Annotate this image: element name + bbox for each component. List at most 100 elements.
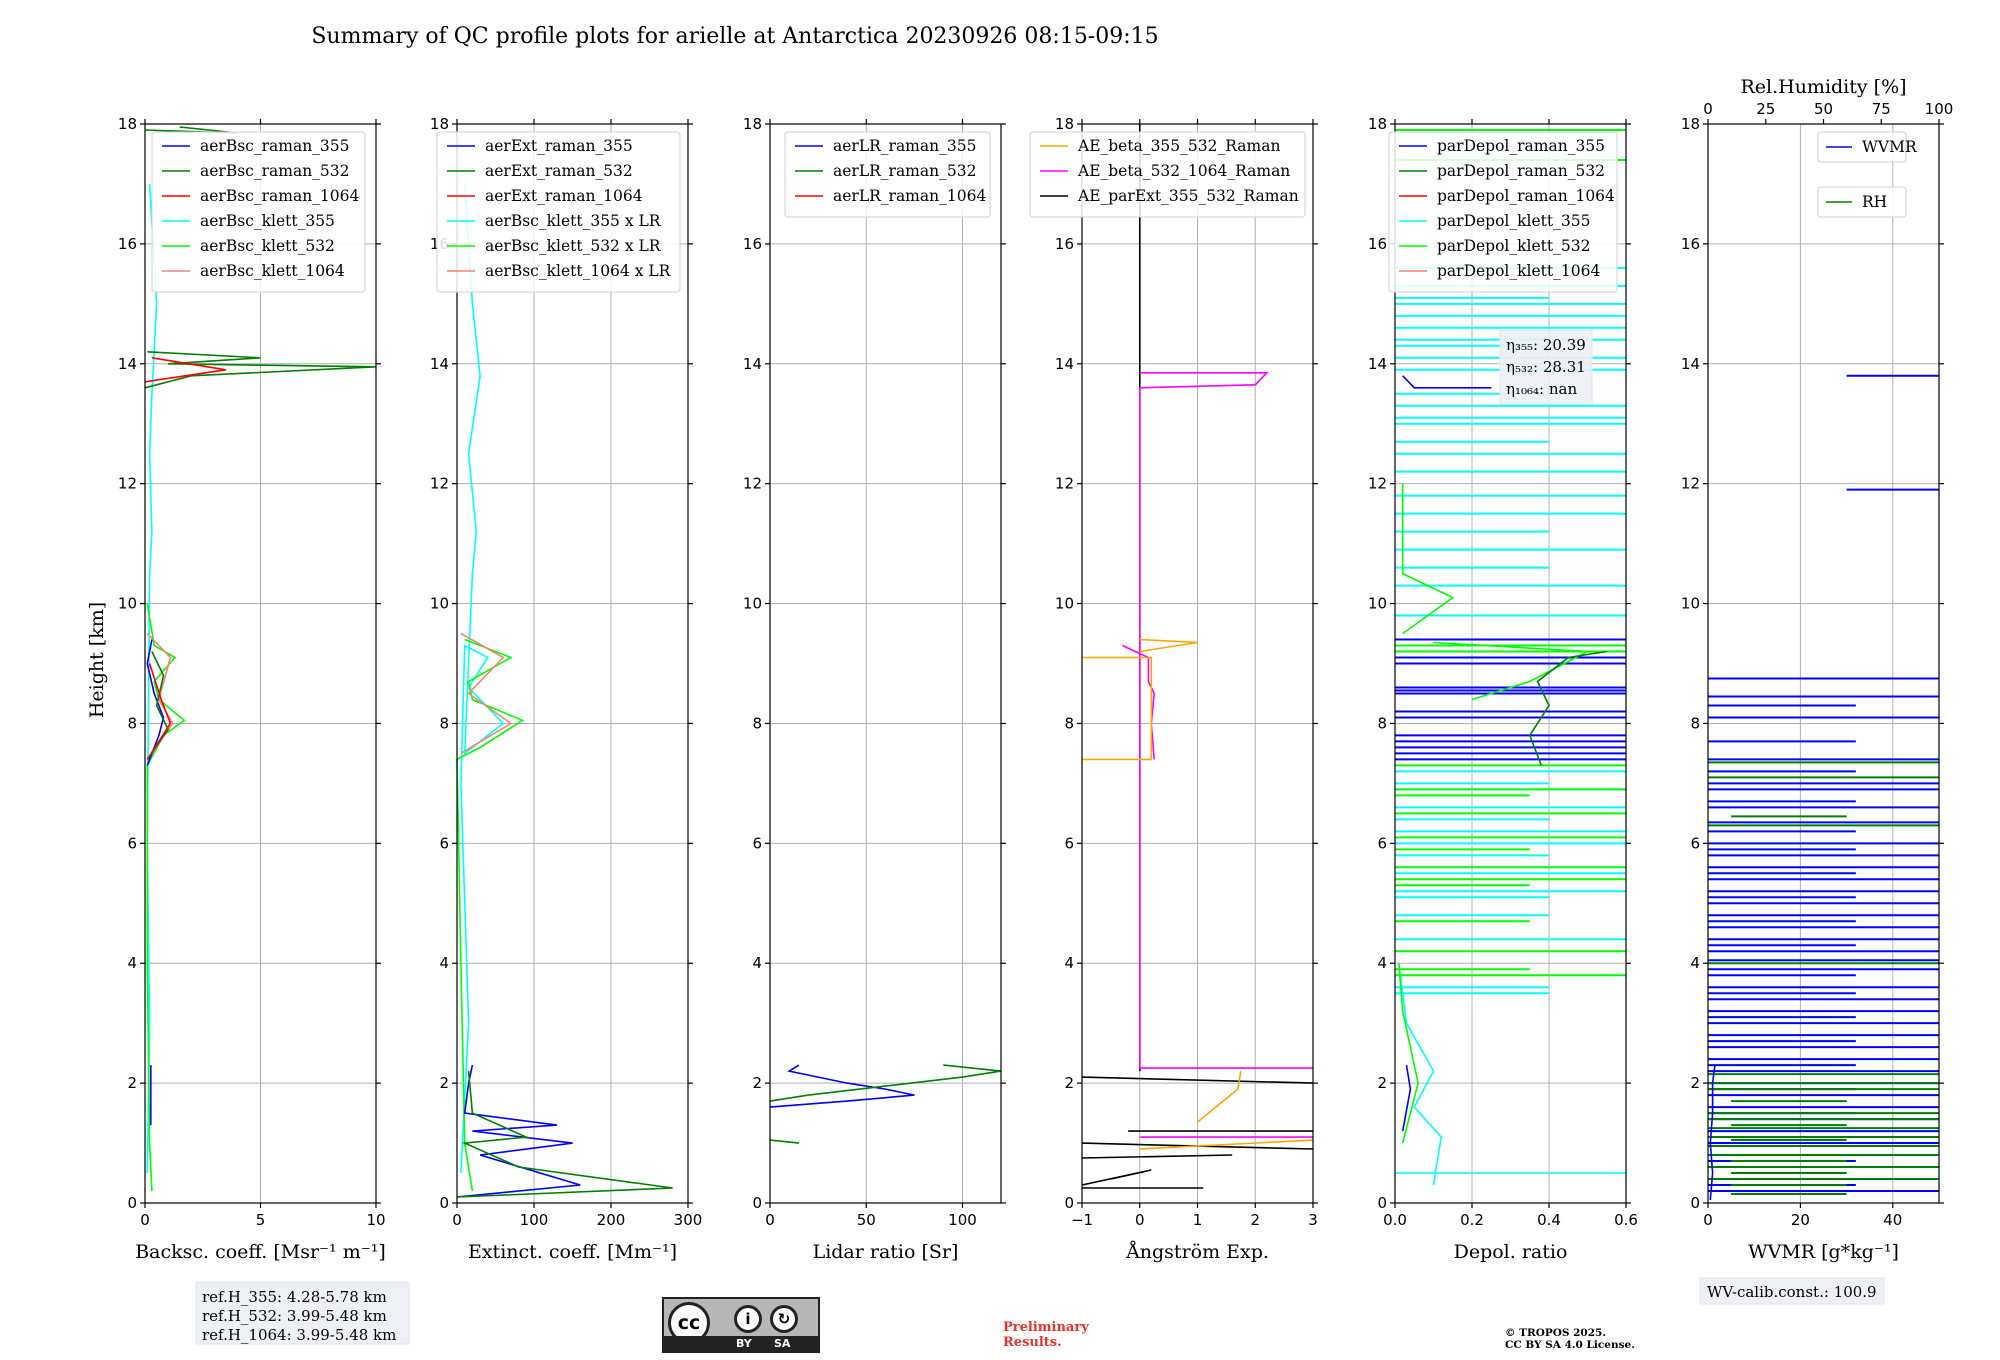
legend-entry: aerBsc_raman_355 <box>200 137 350 155</box>
legend-entry: WVMR <box>1862 138 1918 156</box>
y-tick-label: 0 <box>1377 1194 1387 1212</box>
legend-box <box>151 131 366 293</box>
y-tick-label: 0 <box>127 1194 137 1212</box>
x-tick-label: 1 <box>1193 1211 1203 1229</box>
y-tick-label: 10 <box>118 595 137 613</box>
x-tick-label: 0 <box>140 1211 150 1229</box>
copyright-line-1: © TROPOS 2025. <box>1505 1327 1607 1339</box>
x-axis-label: Backsc. coeff. [Msr⁻¹ m⁻¹] <box>135 1241 386 1263</box>
x-axis-label: WVMR [g*kg⁻¹] <box>1748 1241 1899 1263</box>
series-line <box>1401 483 1455 635</box>
series-line <box>460 632 513 755</box>
y-tick-label: 2 <box>127 1074 137 1092</box>
x-tick-label: 0 <box>1135 1211 1145 1229</box>
y-tick-label: 18 <box>1055 115 1074 133</box>
x-tick-label: 0.6 <box>1614 1211 1638 1229</box>
figure-title: Summary of QC profile plots for arielle … <box>311 24 1158 49</box>
y-tick-label: 4 <box>1377 954 1387 972</box>
y-tick-label: 0 <box>1064 1194 1074 1212</box>
y-tick-label: 16 <box>1368 235 1387 253</box>
series-line <box>1081 1076 1314 1084</box>
cc-license-bar: BY SA <box>664 1336 818 1351</box>
y-tick-label: 18 <box>743 115 762 133</box>
legend-box <box>784 131 991 218</box>
x-tick-label: 50 <box>857 1211 876 1229</box>
legend-entry: aerBsc_klett_355 <box>200 212 335 230</box>
y-tick-label: 12 <box>1368 475 1387 493</box>
series-line <box>769 1139 799 1144</box>
x-tick-label: 20 <box>1791 1211 1810 1229</box>
legend-box <box>1388 131 1618 293</box>
y-axis-label: Height [km] <box>86 602 108 718</box>
y-tick-label: 10 <box>1681 595 1700 613</box>
series-line <box>1139 371 1313 1069</box>
y-tick-label: 14 <box>1681 355 1700 373</box>
y-tick-label: 8 <box>1064 714 1074 732</box>
x-tick-label: 0 <box>765 1211 775 1229</box>
x-tick-label: 5 <box>256 1211 266 1229</box>
y-tick-label: 16 <box>1681 235 1700 253</box>
x-tick-label: 0.0 <box>1383 1211 1407 1229</box>
series-line <box>1398 963 1419 1144</box>
y-tick-label: 4 <box>1690 954 1700 972</box>
y-tick-label: 8 <box>439 714 449 732</box>
eta-entry: η₃₅₅: 20.39 <box>1506 336 1586 354</box>
y-tick-label: 10 <box>1368 595 1387 613</box>
legend-entry: aerBsc_klett_532 <box>200 237 335 255</box>
y-tick-label: 0 <box>1690 1194 1700 1212</box>
top-tick-label: 0 <box>1703 100 1713 118</box>
x-tick-label: 10 <box>366 1211 385 1229</box>
attribution-person-icon: i <box>734 1305 762 1333</box>
y-tick-label: 8 <box>1377 714 1387 732</box>
series-line <box>146 663 172 760</box>
y-tick-label: 8 <box>752 714 762 732</box>
series-line <box>456 1064 581 1198</box>
legend-box <box>436 131 681 293</box>
x-tick-label: 3 <box>1308 1211 1318 1229</box>
legend-entry: aerBsc_klett_355 x LR <box>485 212 662 230</box>
x-tick-label: −1 <box>1071 1211 1093 1229</box>
y-tick-label: 18 <box>430 115 449 133</box>
x-tick-label: 100 <box>520 1211 549 1229</box>
series-line <box>146 603 186 1192</box>
top-tick-label: 75 <box>1872 100 1891 118</box>
series-line <box>1122 644 1156 760</box>
legend-entry: parDepol_raman_532 <box>1437 162 1605 180</box>
cc-sa-label: SA <box>774 1337 791 1350</box>
series-line <box>456 638 525 1192</box>
legend-entry: AE_beta_532_1064_Raman <box>1077 162 1290 180</box>
x-tick-label: 0 <box>452 1211 462 1229</box>
y-tick-label: 12 <box>743 475 762 493</box>
series-line <box>1139 1139 1314 1150</box>
cc-by-label: BY <box>736 1337 752 1350</box>
series-line <box>1081 1154 1233 1159</box>
y-tick-label: 14 <box>118 355 137 373</box>
legend-entry: aerExt_raman_1064 <box>485 187 643 205</box>
cc-license-badge: cc i ↻ BY SA <box>662 1297 820 1353</box>
x-tick-label: 40 <box>1883 1211 1902 1229</box>
y-tick-label: 12 <box>118 475 137 493</box>
series-line <box>146 651 170 760</box>
ref-height-355: ref.H_355: 4.28-5.78 km <box>202 1288 387 1306</box>
x-tick-label: 2 <box>1250 1211 1260 1229</box>
series-line <box>456 1071 673 1198</box>
copyright-notice: © TROPOS 2025. CC BY SA 4.0 License. <box>1505 1327 1635 1351</box>
series-line <box>1082 656 1153 761</box>
y-tick-label: 4 <box>127 954 137 972</box>
legend-entry: aerLR_raman_1064 <box>833 187 986 205</box>
ref-height-box: ref.H_355: 4.28-5.78 km ref.H_532: 3.99-… <box>195 1281 410 1345</box>
legend-entry: AE_beta_355_532_Raman <box>1077 137 1280 155</box>
legend-entry: aerExt_raman_532 <box>485 162 633 180</box>
legend-entry: aerBsc_raman_1064 <box>200 187 360 205</box>
y-tick-label: 6 <box>752 834 762 852</box>
x-tick-label: 100 <box>948 1211 977 1229</box>
series-line <box>1401 1064 1412 1132</box>
x-tick-label: 0 <box>1703 1211 1713 1229</box>
series-line <box>146 183 158 1174</box>
legend-entry: aerBsc_klett_532 x LR <box>485 237 662 255</box>
top-axis-label: Rel.Humidity [%] <box>1740 76 1906 98</box>
series-line <box>144 351 377 389</box>
y-tick-label: 2 <box>752 1074 762 1092</box>
y-tick-label: 10 <box>430 595 449 613</box>
